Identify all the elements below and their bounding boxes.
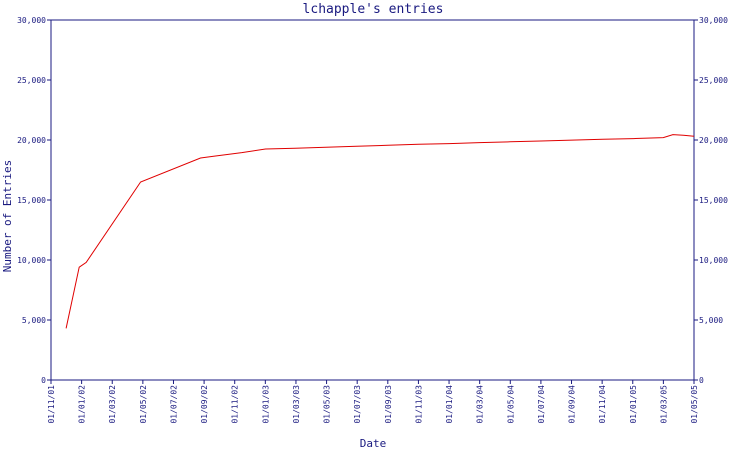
x-tick-label: 01/11/02 [231,385,240,424]
x-tick-label: 01/09/02 [200,385,209,424]
x-tick-label: 01/07/04 [537,385,546,424]
x-tick-label: 01/05/02 [139,385,148,424]
x-tick-label: 01/01/03 [261,385,270,424]
y-tick-label-right: 30,000 [699,16,728,25]
x-tick-label: 01/03/04 [476,385,485,424]
x-tick-label: 01/01/05 [629,385,638,424]
y-tick-label-right: 10,000 [699,256,728,265]
y-tick-label-right: 15,000 [699,196,728,205]
y-tick-label-left: 10,000 [17,256,46,265]
y-tick-label-left: 20,000 [17,136,46,145]
y-tick-label-left: 0 [41,376,46,385]
y-tick-label-left: 30,000 [17,16,46,25]
x-tick-label: 01/09/04 [568,385,577,424]
x-tick-label: 01/11/03 [414,385,423,424]
x-tick-label: 01/05/05 [690,385,699,424]
x-tick-label: 01/01/02 [78,385,87,424]
x-axis: 01/11/01 01/01/02 01/03/02 01/05/02 01/07/02… [47,380,699,424]
y-tick-label-left: 5,000 [22,316,46,325]
x-axis-label: Date [360,437,387,450]
y-tick-label-right: 25,000 [699,76,728,85]
x-tick-label: 01/07/03 [353,385,362,424]
x-tick-label: 01/03/05 [659,385,668,424]
x-tick-label: 01/11/01 [47,385,56,424]
y-tick-label-left: 15,000 [17,196,46,205]
y-axis-left: 0 5,000 10,000 15,000 20,000 25,000 30,000 [17,16,51,385]
x-tick-label: 01/05/04 [506,385,515,424]
x-tick-label: 01/07/02 [169,385,178,424]
x-tick-label: 01/11/04 [598,385,607,424]
series-layer [65,134,695,329]
y-tick-label-right: 5,000 [699,316,723,325]
x-tick-label: 01/01/04 [445,385,454,424]
y-axis-right: 0 5,000 10,000 15,000 20,000 25,000 30,000 [694,16,728,385]
x-tick-label: 01/05/03 [323,385,332,424]
chart-title: lchapple's entries [303,2,444,17]
y-tick-label-right: 0 [699,376,704,385]
y-tick-label-left: 25,000 [17,76,46,85]
y-axis-label: Number of Entries [1,160,14,273]
series-line-0 [65,134,695,329]
x-tick-label: 01/09/03 [384,385,393,424]
x-tick-label: 01/03/03 [292,385,301,424]
y-tick-label-right: 20,000 [699,136,728,145]
x-tick-label: 01/03/02 [108,385,117,424]
